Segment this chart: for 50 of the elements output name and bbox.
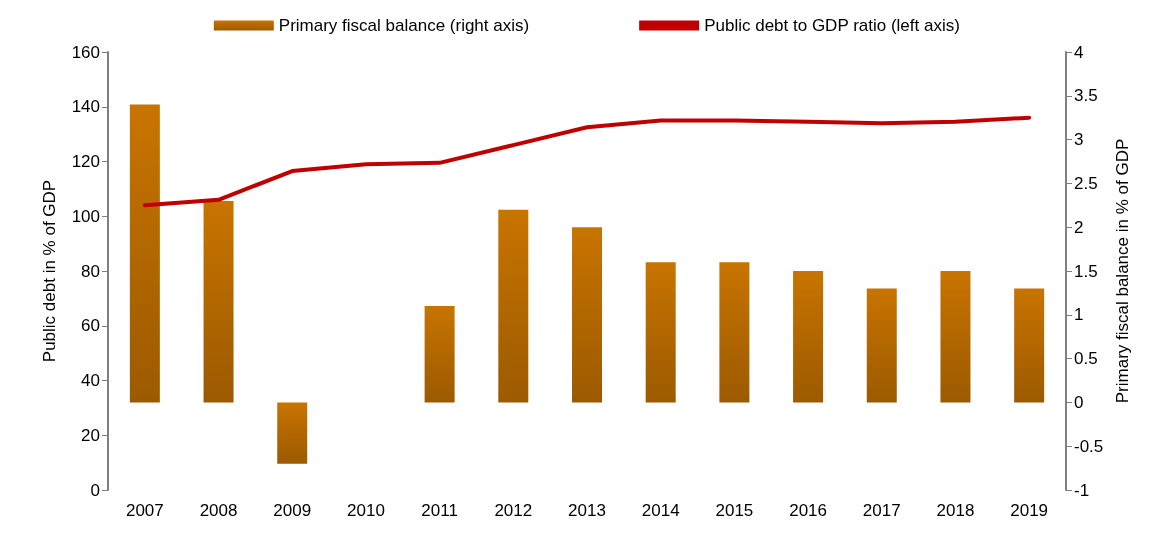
x-tick-label: 2017 — [862, 501, 901, 520]
bar — [793, 271, 824, 403]
x-tick-label: 2012 — [494, 501, 533, 520]
bar — [940, 271, 971, 403]
y-tick-label: 140 — [71, 97, 100, 117]
y-axis-title: Public debt in % of GDP — [40, 179, 59, 363]
line-series — [142, 115, 1032, 208]
y2-tick-label: -1 — [1074, 480, 1090, 500]
bar — [203, 200, 234, 403]
bar — [498, 209, 529, 403]
y2-tick-label: 2 — [1074, 217, 1084, 237]
bar — [645, 262, 676, 403]
y2-tick-label: 1 — [1074, 305, 1084, 325]
y-tick-label: 120 — [71, 152, 100, 171]
y-tick-label: 40 — [81, 371, 100, 390]
y2-tick-label: -0.5 — [1074, 436, 1104, 456]
x-tick-label: 2016 — [789, 501, 827, 520]
bar — [129, 104, 160, 403]
x-tick-label: 2015 — [715, 501, 754, 520]
legend-label: Public debt to GDP ratio (left axis) — [704, 16, 960, 35]
y2-tick-label: 1.5 — [1074, 261, 1098, 281]
bar — [277, 402, 308, 464]
x-tick-label: 2014 — [641, 501, 680, 520]
y-tick-label: 20 — [81, 425, 100, 445]
x-tick-label: 2011 — [421, 501, 458, 520]
y2-tick-label: 4 — [1074, 42, 1084, 62]
y2-tick-label: 2.5 — [1074, 173, 1098, 193]
y-tick-label: 60 — [81, 316, 100, 336]
y2-tick-label: 0 — [1074, 392, 1084, 412]
bar — [1014, 288, 1045, 403]
x-tick-label: 2007 — [125, 501, 164, 520]
y2-tick-label: 3.5 — [1074, 86, 1098, 106]
bar — [572, 227, 602, 403]
y-tick-label: 80 — [81, 261, 100, 281]
bar — [424, 306, 455, 403]
bar — [719, 262, 750, 403]
x-tick-label: 2018 — [936, 501, 975, 520]
y2-tick-label: 0.5 — [1074, 349, 1098, 369]
y-tick-label: 100 — [71, 206, 100, 226]
x-tick-label: 2013 — [568, 501, 606, 520]
y-tick-label: 0 — [90, 480, 100, 500]
x-tick-label: 2009 — [273, 501, 312, 520]
legend-label: Primary fiscal balance (right axis) — [278, 16, 530, 35]
bar — [866, 288, 897, 403]
y-tick-label: 160 — [71, 42, 100, 62]
y2-axis-title: Primary fiscal balance in % of GDP — [1113, 138, 1133, 404]
y2-tick-label: 3 — [1074, 130, 1084, 150]
x-tick-label: 2008 — [199, 501, 238, 520]
x-tick-label: 2010 — [347, 501, 385, 520]
x-tick-label: 2019 — [1010, 501, 1049, 520]
